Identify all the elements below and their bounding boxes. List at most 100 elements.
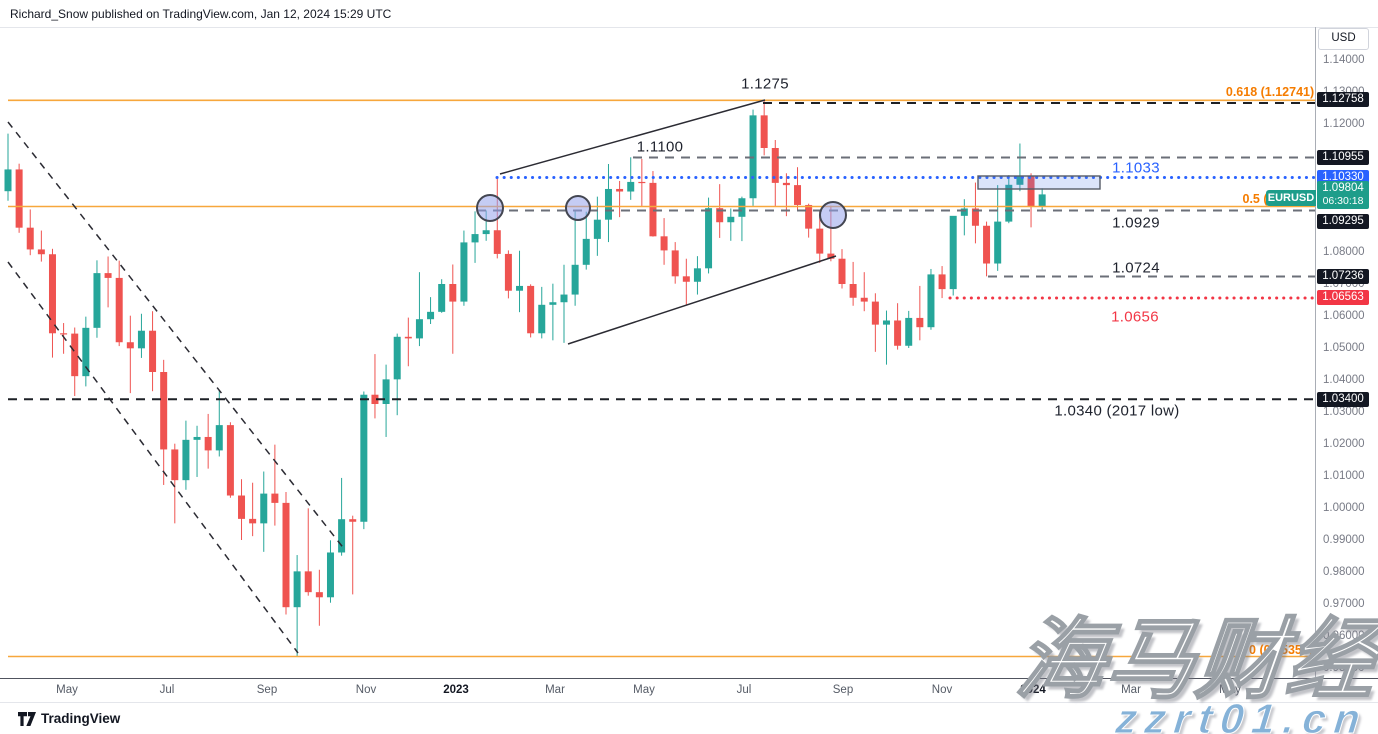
wedge-trendline xyxy=(499,99,766,175)
candle-body xyxy=(816,228,824,254)
circle-highlight xyxy=(476,194,504,222)
candle-body xyxy=(482,230,490,235)
candle-body xyxy=(260,493,268,524)
bar-countdown: 06:30:18 xyxy=(1322,195,1364,208)
candle-body xyxy=(794,185,802,205)
currency-unit-button[interactable]: USD xyxy=(1318,28,1369,50)
candle-body xyxy=(326,552,334,598)
candle-body xyxy=(560,294,568,303)
candle-body xyxy=(538,304,546,334)
price-tick-label: 0.96000 xyxy=(1323,630,1365,642)
candle-body xyxy=(382,379,390,404)
price-axis-badge: 1.09804 06:30:18 xyxy=(1317,181,1369,210)
candle-body xyxy=(15,169,23,228)
footer-divider xyxy=(0,702,1378,703)
price-axis-badge: 1.09295 xyxy=(1317,214,1369,230)
candle-body xyxy=(771,148,779,183)
price-annotation: 1.0656 xyxy=(1111,308,1159,326)
candle-body xyxy=(827,253,835,259)
symbol-badge: EURUSD xyxy=(1266,190,1316,206)
price-annotation: 1.1100 xyxy=(636,138,684,156)
candle-body xyxy=(582,238,590,265)
candle-body xyxy=(716,208,724,223)
candle-body xyxy=(149,330,157,372)
time-axis-border xyxy=(0,678,1378,679)
candle-body xyxy=(137,330,145,349)
price-axis-badge: 1.10955 xyxy=(1317,149,1369,165)
candle-body xyxy=(983,225,991,264)
candle-body xyxy=(304,571,312,593)
tradingview-brand-link[interactable]: TradingView xyxy=(41,711,121,726)
candle-body xyxy=(37,249,45,255)
time-tick-label: Nov xyxy=(355,684,377,696)
circle-highlight xyxy=(565,195,591,221)
candle-body xyxy=(849,284,857,298)
candle-body xyxy=(638,181,646,184)
price-tick-label: 1.02000 xyxy=(1323,438,1365,450)
time-tick-label: May xyxy=(56,684,78,696)
candle-body xyxy=(249,518,257,524)
channel-trendline xyxy=(7,261,299,654)
price-tick-label: 1.08000 xyxy=(1323,246,1365,258)
price-tick-label: 1.03000 xyxy=(1323,406,1365,418)
time-tick-label: May xyxy=(633,684,655,696)
candle-body xyxy=(927,274,935,328)
candle-body xyxy=(516,285,524,291)
candle-body xyxy=(504,253,512,291)
price-axis-border xyxy=(1315,27,1316,678)
candle-body xyxy=(26,227,34,250)
candle-body xyxy=(115,277,123,343)
candle-body xyxy=(160,372,168,450)
published-byline: Richard_Snow published on TradingView.co… xyxy=(10,7,392,21)
price-tick-label: 1.00000 xyxy=(1323,502,1365,514)
candle-body xyxy=(82,327,90,377)
candle-body xyxy=(882,320,890,325)
candle-body xyxy=(660,236,668,251)
candle-body xyxy=(338,519,346,553)
fib-label: 0 (0.95359) xyxy=(1249,643,1313,657)
candle-body xyxy=(349,519,357,522)
price-annotation: 1.0340 (2017 low) xyxy=(1054,402,1180,420)
price-axis-badge: 1.12758 xyxy=(1317,92,1369,108)
candle-body xyxy=(215,425,223,451)
candle-body xyxy=(627,181,635,192)
candle-body xyxy=(493,230,501,254)
candle-body xyxy=(894,320,902,346)
wedge-trendline xyxy=(567,255,837,345)
candle-body xyxy=(193,436,201,440)
candle-body xyxy=(1038,194,1046,207)
time-tick-label: Nov xyxy=(931,684,953,696)
candle-body xyxy=(960,208,968,216)
time-tick-label: Mar xyxy=(1121,684,1141,696)
candle-body xyxy=(916,317,924,328)
footer-bar: TradingView xyxy=(0,703,1378,734)
candle-body xyxy=(293,571,301,608)
time-tick-label: Jul xyxy=(159,684,175,696)
circle-highlight xyxy=(819,201,847,229)
time-tick-label: Sep xyxy=(256,684,278,696)
candle-body xyxy=(48,254,56,334)
candle-body xyxy=(1005,184,1013,222)
candle-body xyxy=(460,242,468,302)
time-tick-label: Jul xyxy=(736,684,752,696)
time-tick-label: May xyxy=(1219,684,1241,696)
price-tick-label: 1.12000 xyxy=(1323,118,1365,130)
candle-body xyxy=(727,216,735,223)
time-tick-label: 2023 xyxy=(443,684,469,696)
price-axis-badge: 1.07236 xyxy=(1317,268,1369,284)
price-tick-label: 1.05000 xyxy=(1323,342,1365,354)
candle-body xyxy=(104,273,112,278)
tradingview-logo-icon[interactable] xyxy=(17,710,37,728)
candle-body xyxy=(805,204,813,229)
price-tick-label: 0.98000 xyxy=(1323,566,1365,578)
candle-body xyxy=(905,317,913,346)
candle-body xyxy=(527,285,535,334)
candle-body xyxy=(549,302,557,305)
price-tick-label: 0.99000 xyxy=(1323,534,1365,546)
candle-body xyxy=(371,394,379,404)
candle-body xyxy=(871,301,879,325)
candle-body xyxy=(126,342,134,349)
candle-body xyxy=(760,115,768,148)
